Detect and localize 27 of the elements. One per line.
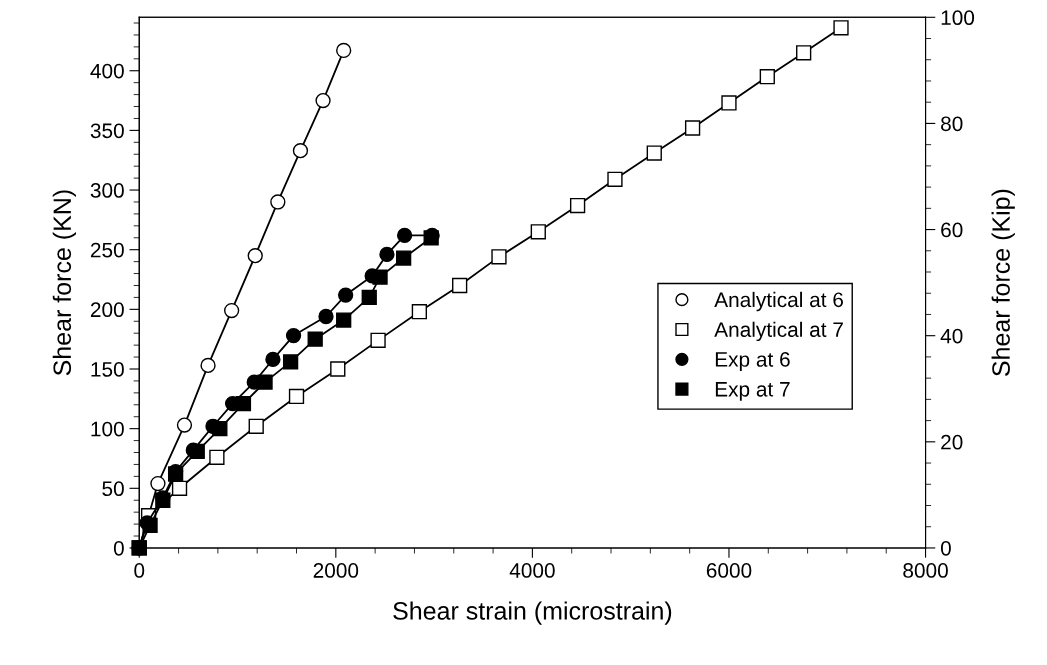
- y2-tick-label: 0: [940, 540, 951, 556]
- x-tick-label: 8000: [903, 563, 948, 578]
- y-tick-label: 50: [102, 481, 124, 497]
- y2-tick-label: 100: [941, 10, 975, 26]
- x-tick-label: 4000: [509, 563, 555, 578]
- legend-label: Exp at 6: [715, 352, 790, 371]
- y-tick-label: 300: [90, 183, 124, 198]
- x-tick-label: 6000: [706, 563, 752, 578]
- y2-tick-label: 80: [941, 116, 963, 132]
- x-tick-label: 0: [134, 563, 145, 578]
- y2-axis-title: Shear force (Kip): [991, 189, 1015, 376]
- y-axis-title: Shear force (KN): [52, 190, 77, 376]
- y2-tick-label: 60: [941, 222, 963, 238]
- y-tick-label: 200: [90, 302, 124, 318]
- legend-label: Analytical at 6: [714, 291, 843, 312]
- y-tick-label: 0: [113, 540, 124, 556]
- x-axis-title: Shear strain (microstrain): [393, 601, 672, 625]
- y2-tick-label: 20: [941, 434, 963, 450]
- y-tick-label: 100: [91, 421, 124, 437]
- legend-label: Exp at 7: [715, 382, 790, 401]
- y-tick-label: 400: [90, 63, 124, 79]
- y-tick-label: 250: [90, 242, 124, 258]
- legend-label: Analytical at 7: [714, 321, 843, 342]
- y-tick-label: 350: [90, 123, 124, 139]
- x-tick-label: 2000: [313, 563, 359, 578]
- y2-tick-label: 40: [940, 328, 963, 344]
- y-tick-label: 150: [91, 362, 124, 377]
